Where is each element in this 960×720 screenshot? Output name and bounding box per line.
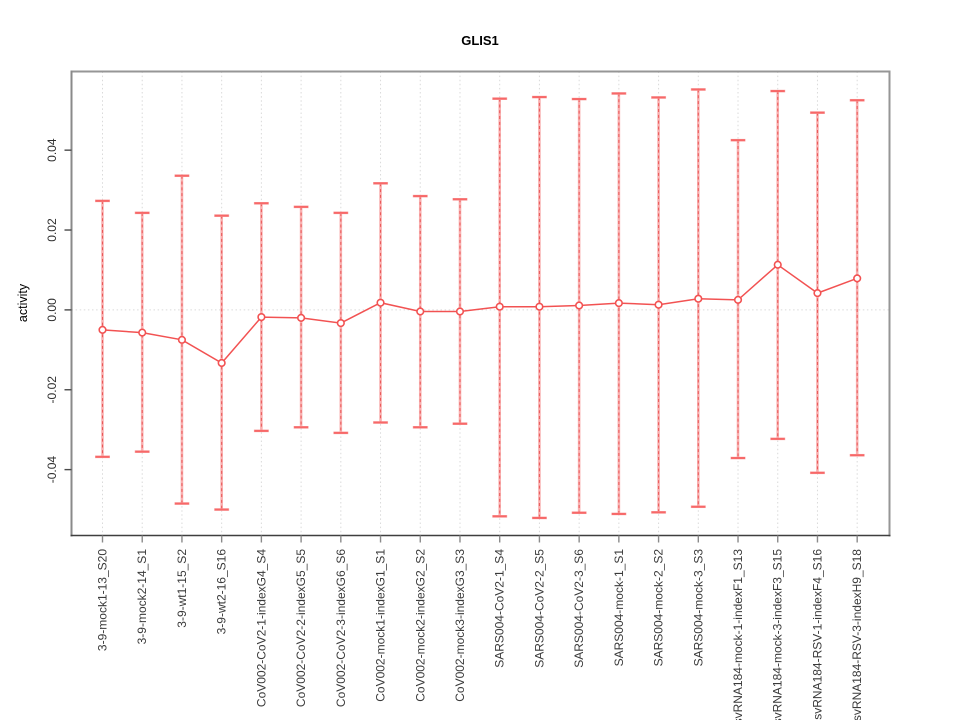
data-point	[177, 335, 187, 344]
data-point	[654, 300, 663, 309]
y-tick-label: 0.02	[45, 218, 59, 242]
data-point	[98, 325, 107, 334]
x-tick-label: svRNA184-RSV-3-indexH9_S18	[850, 549, 864, 720]
x-tick-label: CoV002-mock2-indexG2_S2	[413, 549, 427, 702]
x-tick-label: CoV002-CoV2-3-indexG6_S6	[334, 549, 348, 707]
data-point	[376, 298, 385, 307]
y-tick-label: -0.02	[45, 376, 59, 404]
y-tick-label: -0.04	[45, 456, 59, 484]
data-point	[217, 358, 226, 368]
x-tick-label: SARS004-mock-1_S1	[612, 549, 626, 667]
data-point	[733, 295, 743, 305]
series-line	[102, 263, 858, 364]
x-tick-label: CoV002-mock1-indexG1_S1	[374, 549, 388, 702]
data-point	[535, 302, 544, 311]
plot-area: -0.04 -0.02 0.00 0.02 0.04 3-9-mock1-13_S20 3-…	[45, 70, 891, 720]
data-point	[455, 307, 465, 316]
x-tick-label: 3-9-mock1-13_S20	[96, 549, 110, 651]
data-point	[257, 312, 266, 322]
chart-title: GLIS1	[461, 33, 499, 48]
x-tick-label: svRNA184-RSV-1-indexF4_S16	[810, 549, 824, 720]
y-axis-label: activity	[16, 283, 30, 322]
data-point	[297, 313, 306, 322]
y-tick-label: 0.00	[45, 298, 59, 322]
x-tick-label: SARS004-CoV2-2_S5	[532, 549, 546, 668]
x-tick-label: svRNA184-mock-1-indexF1_S13	[731, 549, 745, 720]
data-point	[813, 289, 822, 298]
data-point	[138, 328, 147, 337]
data-point	[853, 274, 862, 283]
x-tick-label: 3-9-wt1-15_S2	[175, 549, 189, 628]
x-tick-label: SARS004-CoV2-1_S4	[493, 549, 507, 668]
x-tick-label: svRNA184-mock-3-indexF3_S15	[771, 549, 785, 720]
x-tick-label: SARS004-CoV2-3_S6	[572, 549, 586, 668]
y-tick-label: 0.04	[45, 138, 59, 162]
data-point	[614, 299, 623, 308]
x-tick-label: CoV002-mock3-indexG3_S3	[453, 549, 467, 702]
data-point	[575, 301, 584, 310]
x-tick-label: SARS004-mock-3_S3	[691, 549, 705, 667]
x-tick-label: 3-9-wt2-16_S16	[215, 549, 229, 635]
data-point	[694, 294, 703, 303]
data-point	[336, 318, 345, 328]
data-point	[495, 302, 504, 311]
data-point	[773, 260, 782, 269]
x-tick-label: CoV002-CoV2-2-indexG5_S5	[294, 549, 308, 707]
x-tick-label: SARS004-mock-2_S2	[652, 549, 666, 667]
x-tick-label: 3-9-mock2-14_S1	[135, 549, 149, 645]
data-point	[416, 307, 425, 316]
x-tick-label: CoV002-CoV2-1-indexG4_S4	[254, 549, 268, 707]
